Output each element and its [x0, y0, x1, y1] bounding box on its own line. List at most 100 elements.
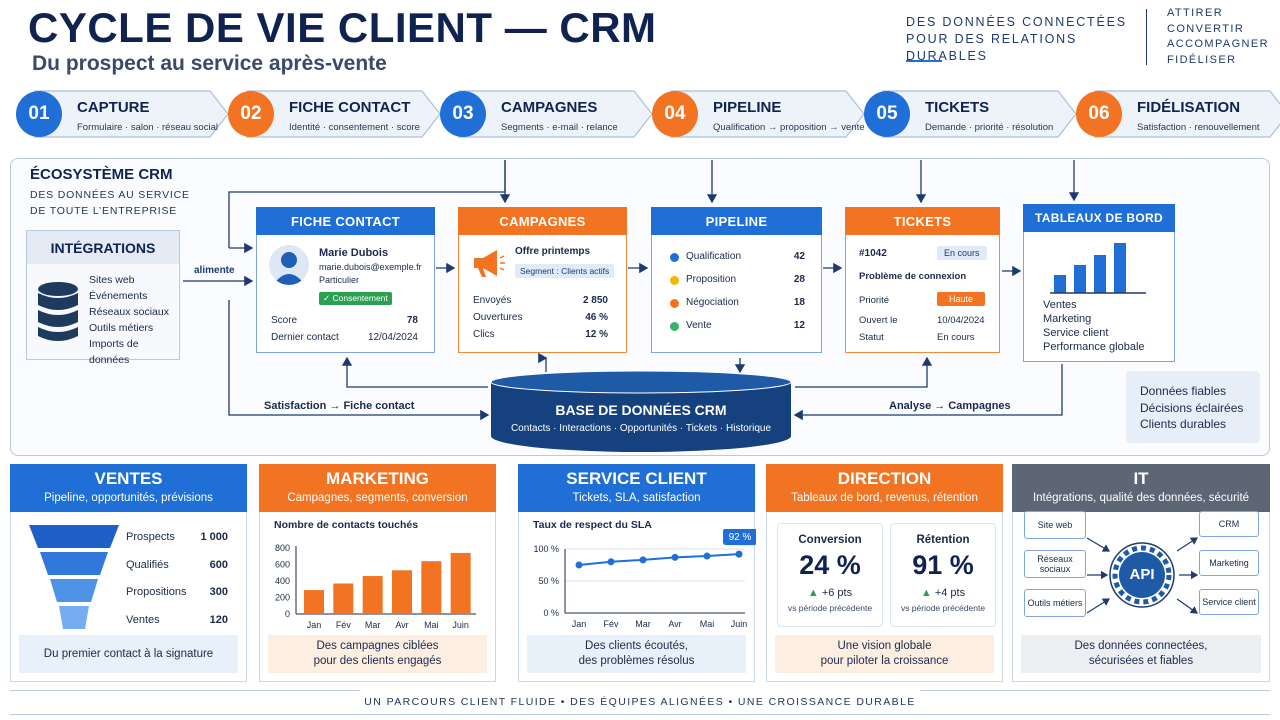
kpi-delta-value: +6 pts — [821, 587, 853, 599]
step-subtitle: Identité · consentement · score — [289, 122, 420, 133]
stage-label: Négociation — [686, 297, 739, 308]
it-header: IT Intégrations, qualité des données, séc… — [1012, 464, 1270, 512]
integrations-title: INTÉGRATIONS — [27, 231, 179, 264]
x-tick-label: Fév — [336, 620, 352, 630]
y-tick-label: 800 — [275, 543, 290, 553]
data-point — [639, 556, 647, 564]
funnel-value: 120 — [209, 613, 228, 626]
page-subtitle: Du prospect au service après-vente — [32, 52, 387, 75]
sales-header: VENTES Pipeline, opportunités, prévisions — [10, 464, 247, 512]
score-label: Score — [271, 315, 298, 326]
bar — [333, 583, 354, 614]
marketing-footer: Des campagnes ciblées pour des clients e… — [268, 635, 487, 673]
bar — [392, 570, 412, 614]
step-title: TICKETS — [925, 99, 990, 116]
x-tick-label: Mar — [365, 620, 381, 630]
contact-card: FICHE CONTACT Marie Dubois marie.dubois@… — [256, 207, 435, 353]
dashboards-list: Ventes Marketing Service client Performance… — [1043, 298, 1145, 354]
campaign-stat-label: Ouvertures — [473, 312, 523, 323]
crm-database-cylinder — [490, 370, 792, 452]
step-03: 03 CAMPAGNES Segments · e-mail · relance — [440, 88, 653, 140]
marketing-header: MARKETING Campagnes, segments, conversion — [259, 464, 496, 512]
marketing-chart-title: Nombre de contacts touchés — [274, 519, 419, 531]
status-label: Statut — [859, 332, 884, 343]
sales-footer: Du premier contact à la signature — [19, 635, 238, 673]
kpi-label: Rétention — [916, 534, 970, 546]
x-tick-label: Fév — [603, 619, 619, 629]
step-number: 04 — [652, 91, 698, 137]
score-value: 78 — [406, 315, 418, 326]
stage-dot — [670, 253, 679, 262]
data-point — [703, 552, 711, 560]
integration-item: Réseaux sociaux — [89, 306, 169, 318]
opened-label: Ouvert le — [859, 315, 898, 326]
action-list: ATTIRER CONVERTIR ACCOMPAGNER FIDÉLISER — [1167, 6, 1269, 68]
dashboards-card-title: TABLEAUX DE BORD — [1023, 204, 1175, 232]
campaign-offer: Offre printemps — [515, 246, 591, 257]
service-footer: Des clients écoutés, des problèmes résol… — [527, 635, 746, 673]
pipeline-card: PIPELINE Qualification 42 Proposition 28 Nég… — [651, 207, 822, 353]
x-tick-label: Jan — [307, 620, 322, 630]
step-subtitle: Segments · e-mail · relance — [501, 122, 618, 133]
stage-value: 12 — [793, 320, 805, 331]
integrations-list: Sites web Événements Réseaux sociaux Outils… — [89, 272, 179, 368]
campaign-stat-label: Envoyés — [473, 295, 512, 306]
step-title: CAMPAGNES — [501, 99, 598, 116]
campaigns-card: CAMPAGNES Offre printemps Segment : Clie… — [458, 207, 627, 353]
step-number: 02 — [228, 91, 274, 137]
funnel-label: Ventes — [126, 613, 160, 626]
contact-card-title: FICHE CONTACT — [256, 207, 435, 235]
pipeline-card-title: PIPELINE — [651, 207, 822, 235]
bar — [450, 552, 471, 614]
y-tick-label: 400 — [275, 576, 290, 586]
stage-value: 28 — [793, 274, 805, 285]
contact-email: marie.dubois@exemple.fr — [319, 262, 422, 272]
step-05: 05 TICKETS Demande · priorité · résolution — [864, 88, 1077, 140]
x-tick-label: Avr — [668, 619, 681, 629]
campaign-stat-value: 46 % — [585, 312, 608, 323]
direction-panel: DIRECTION Tableaux de bord, revenus, réte… — [766, 464, 1003, 682]
data-point — [575, 561, 583, 569]
ticket-problem: Problème de connexion — [859, 271, 967, 282]
avatar — [269, 245, 309, 285]
priority-label: Priorité — [859, 295, 890, 306]
dashboards-card: TABLEAUX DE BORD Ventes Marketing Service … — [1023, 204, 1175, 362]
step-06: 06 FIDÉLISATION Satisfaction · renouvellem… — [1076, 88, 1280, 140]
dashboard-item: Marketing — [1043, 313, 1092, 325]
divider — [1146, 9, 1147, 65]
ticket-id: #1042 — [859, 248, 887, 259]
stage-label: Proposition — [686, 274, 737, 285]
status-value: En cours — [937, 332, 975, 343]
step-title: FICHE CONTACT — [289, 99, 411, 116]
stage-dot — [670, 276, 679, 285]
kpi-card: Rétention 91 % ▲ +4 pts vs période précéden… — [890, 523, 996, 627]
funnel-value: 300 — [209, 586, 228, 598]
y-tick-label: 0 % — [543, 608, 559, 618]
it-panel: IT Intégrations, qualité des données, séc… — [1012, 464, 1270, 682]
kpi-delta: ▲ +4 pts — [891, 587, 995, 599]
tagline: DES DONNÉES CONNECTÉES POUR DES RELATIONS… — [906, 15, 1127, 63]
sla-callout — [723, 529, 756, 546]
integrations-box: INTÉGRATIONS Sites web Événements Réseaux … — [26, 230, 180, 366]
step-02: 02 FICHE CONTACT Identité · consentement ·… — [228, 88, 441, 140]
y-tick-label: 0 — [285, 609, 290, 619]
consent-badge: ✓ Consentement — [319, 292, 392, 305]
kpi-delta-value: +4 pts — [934, 587, 966, 599]
campaigns-card-title: CAMPAGNES — [458, 207, 627, 235]
stage-label: Vente — [686, 320, 712, 331]
action-item: CONVERTIR — [1167, 22, 1245, 35]
step-title: PIPELINE — [713, 99, 782, 116]
direction-footer: Une vision globale pour piloter la crois… — [775, 635, 994, 673]
it-source-node: Réseaux sociaux — [1024, 550, 1086, 578]
step-title: CAPTURE — [77, 99, 150, 116]
sales-funnel — [29, 525, 119, 629]
stage-label: Qualification — [686, 251, 742, 262]
tickets-card-title: TICKETS — [845, 207, 1000, 235]
integration-item: Imports de données — [89, 338, 139, 366]
megaphone-icon — [474, 250, 505, 277]
marketing-panel: MARKETING Campagnes, segments, conversion… — [259, 464, 496, 682]
integration-item: Outils métiers — [89, 322, 154, 334]
step-number: 06 — [1076, 91, 1122, 137]
action-item: ATTIRER — [1167, 7, 1224, 19]
footer-line-right — [920, 690, 1270, 691]
